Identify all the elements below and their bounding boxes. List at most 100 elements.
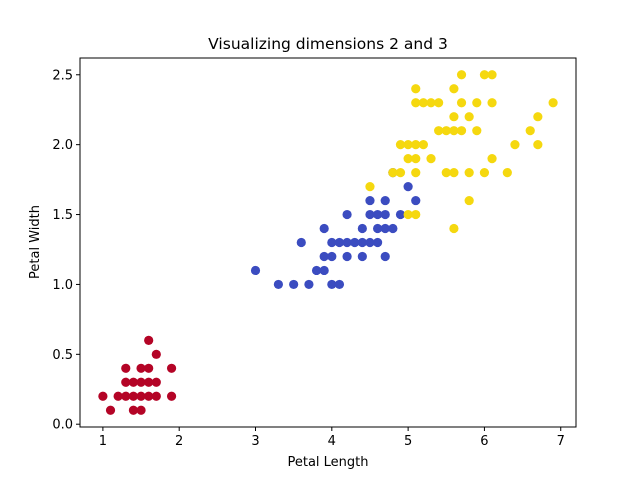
data-point <box>472 98 482 108</box>
data-point <box>296 237 306 248</box>
plot-frame <box>79 57 577 428</box>
data-point <box>365 181 375 192</box>
data-point <box>411 209 421 220</box>
data-point <box>487 154 497 164</box>
data-point <box>128 405 139 415</box>
data-point <box>395 209 406 220</box>
data-point <box>342 209 352 220</box>
data-point <box>403 140 413 150</box>
data-point <box>525 126 535 136</box>
data-point <box>136 377 146 387</box>
data-point <box>319 265 329 276</box>
data-point <box>487 98 497 108</box>
data-point <box>319 223 329 234</box>
y-tick-label: 1.0 <box>52 278 73 293</box>
data-point <box>426 154 436 164</box>
data-point <box>388 223 398 234</box>
data-point <box>464 168 474 178</box>
x-axis: 1 2 3 4 5 6 7 <box>99 427 565 449</box>
data-point <box>411 140 421 150</box>
data-point <box>144 335 154 345</box>
data-point <box>373 223 383 234</box>
data-point <box>456 98 467 108</box>
data-point <box>311 265 322 276</box>
data-point <box>357 237 367 248</box>
data-point <box>304 279 314 290</box>
data-point <box>365 237 375 248</box>
data-point <box>144 391 154 401</box>
data-point <box>441 168 451 178</box>
data-point <box>426 98 436 108</box>
data-point <box>418 98 428 108</box>
data-point <box>357 223 367 234</box>
x-tick-label: 3 <box>251 434 259 449</box>
data-point <box>365 195 375 206</box>
x-tick-label: 6 <box>480 434 488 449</box>
data-point <box>479 168 490 178</box>
data-point <box>510 140 520 150</box>
data-point <box>449 112 459 122</box>
data-point <box>411 84 421 94</box>
data-point <box>472 126 482 136</box>
data-point <box>113 391 123 401</box>
data-point <box>128 391 139 401</box>
data-point <box>327 237 337 248</box>
data-point <box>533 112 543 122</box>
data-point <box>502 168 512 178</box>
data-point <box>411 98 421 108</box>
data-point <box>98 391 108 401</box>
data-point <box>151 349 161 359</box>
y-tick-label: 2.5 <box>52 68 73 83</box>
data-point <box>166 363 177 373</box>
data-point <box>411 154 421 164</box>
y-axis: 0.0 0.5 1.0 1.5 2.0 2.5 <box>52 68 80 433</box>
data-point <box>136 363 146 373</box>
data-point <box>548 98 558 108</box>
data-point <box>449 84 459 94</box>
data-point <box>403 181 413 192</box>
data-point <box>357 251 367 262</box>
x-tick-label: 5 <box>404 434 412 449</box>
data-point <box>388 168 398 178</box>
data-point <box>166 391 177 401</box>
x-tick-label: 7 <box>557 434 565 449</box>
data-point <box>449 126 459 136</box>
x-tick-label: 4 <box>328 434 336 449</box>
data-point <box>136 405 146 415</box>
data-point <box>449 168 459 178</box>
data-point <box>380 251 390 262</box>
data-point <box>250 265 261 276</box>
data-point <box>121 377 131 387</box>
data-point <box>105 405 116 415</box>
data-point <box>128 377 139 387</box>
data-point <box>334 279 345 290</box>
data-point <box>273 279 283 290</box>
data-point <box>418 140 428 150</box>
data-point <box>373 209 383 220</box>
data-point <box>441 126 451 136</box>
y-tick-label: 1.5 <box>52 208 73 223</box>
chart-title: Visualizing dimensions 2 and 3 <box>208 35 448 53</box>
y-tick-label: 0.5 <box>52 348 73 363</box>
data-point <box>121 391 131 401</box>
data-point <box>136 391 146 401</box>
data-point <box>456 126 467 136</box>
data-point <box>289 279 299 290</box>
data-point <box>365 209 375 220</box>
data-point <box>403 154 413 164</box>
data-point <box>380 223 390 234</box>
data-point <box>464 112 474 122</box>
data-point <box>479 70 490 80</box>
data-point <box>395 168 406 178</box>
data-point <box>411 168 421 178</box>
data-point <box>456 70 467 80</box>
x-axis-label: Petal Length <box>287 455 368 470</box>
data-point <box>151 391 161 401</box>
data-point <box>434 126 444 136</box>
data-point <box>319 251 329 262</box>
data-point <box>434 98 444 108</box>
data-point <box>464 195 474 206</box>
x-tick-label: 2 <box>175 434 183 449</box>
